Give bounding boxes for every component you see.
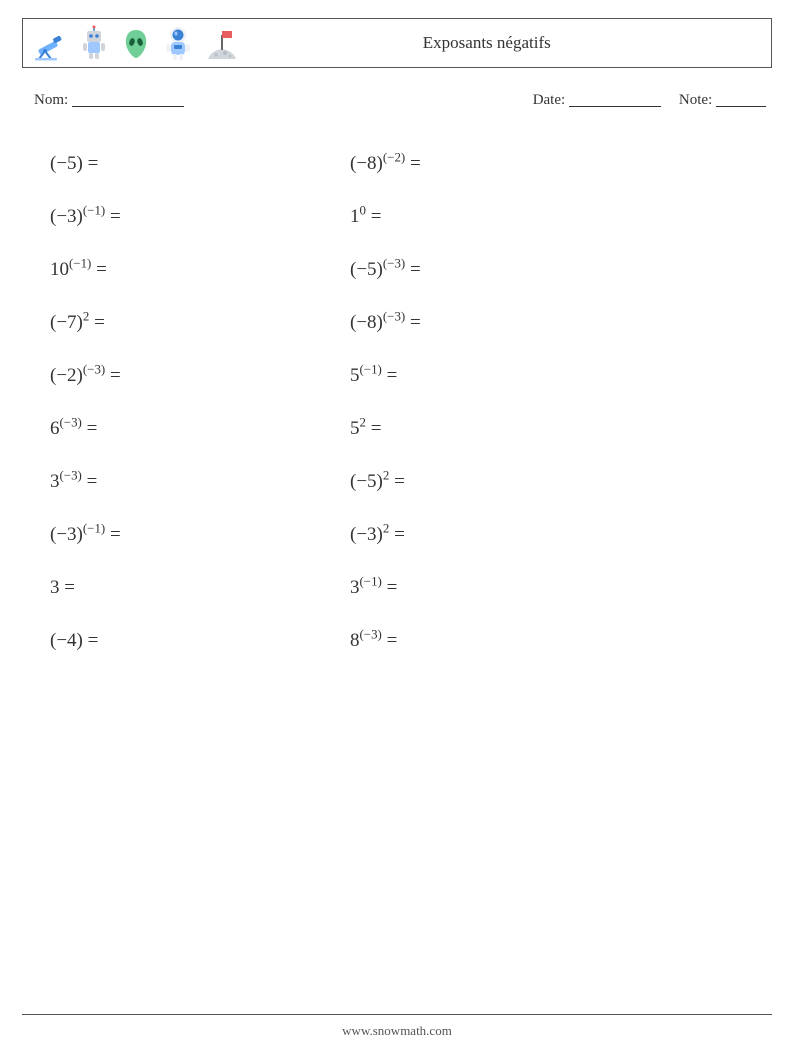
footer: www.snowmath.com — [0, 1014, 794, 1039]
date-blank[interactable] — [569, 91, 661, 107]
problem-cell: (−5) = — [50, 137, 350, 190]
problem-row: (−2)(−3) = 5(−1) = — [50, 349, 772, 402]
expression: (−2)(−3) = — [50, 365, 121, 387]
meta-row: Nom: Date: Note: — [22, 88, 772, 109]
expression: (−5)2 = — [350, 471, 405, 493]
expression: 10(−1) = — [50, 259, 107, 281]
problem-row: 10(−1) = (−5)(−3) = — [50, 243, 772, 296]
header-icons — [33, 25, 239, 61]
expression: (−5) = — [50, 153, 98, 175]
note-label: Note: — [679, 92, 712, 108]
problem-cell: (−3)(−1) = — [50, 190, 350, 243]
astronaut-icon — [163, 25, 193, 61]
problem-cell: 3 = — [50, 561, 350, 614]
expression: 52 = — [350, 418, 381, 440]
expression: (−4) = — [50, 630, 98, 652]
problem-cell: (−8)(−3) = — [350, 296, 650, 349]
problem-cell: (−3)2 = — [350, 508, 650, 561]
problem-row: 3(−3) = (−5)2 = — [50, 455, 772, 508]
problem-cell: (−8)(−2) = — [350, 137, 650, 190]
problem-row: (−7)2 = (−8)(−3) = — [50, 296, 772, 349]
problem-cell: 52 = — [350, 402, 650, 455]
problem-cell: (−2)(−3) = — [50, 349, 350, 402]
problem-row: (−4) = 8(−3) = — [50, 614, 772, 667]
problem-row: 6(−3) = 52 = — [50, 402, 772, 455]
problem-row: (−3)(−1) = 10 = — [50, 190, 772, 243]
expression: (−3)2 = — [350, 524, 405, 546]
expression: (−3)(−1) = — [50, 524, 121, 546]
expression: (−8)(−3) = — [350, 312, 421, 334]
worksheet-title: Exposants négatifs — [423, 33, 551, 53]
problem-row: 3 = 3(−1) = — [50, 561, 772, 614]
alien-icon — [121, 27, 151, 61]
expression: 10 = — [350, 206, 381, 228]
problem-cell: 10 = — [350, 190, 650, 243]
expression: (−5)(−3) = — [350, 259, 421, 281]
expression: 3(−1) = — [350, 577, 397, 599]
problem-cell: 3(−3) = — [50, 455, 350, 508]
expression: 6(−3) = — [50, 418, 97, 440]
expression: (−7)2 = — [50, 312, 105, 334]
expression: 3 = — [50, 577, 75, 599]
expression: 8(−3) = — [350, 630, 397, 652]
problem-cell: 5(−1) = — [350, 349, 650, 402]
expression: 5(−1) = — [350, 365, 397, 387]
expression: (−8)(−2) = — [350, 153, 421, 175]
robot-icon — [79, 25, 109, 61]
expression: (−3)(−1) = — [50, 206, 121, 228]
problem-row: (−5) = (−8)(−2) = — [50, 137, 772, 190]
problem-cell: 10(−1) = — [50, 243, 350, 296]
problem-cell: (−7)2 = — [50, 296, 350, 349]
problem-cell: 3(−1) = — [350, 561, 650, 614]
problem-cell: 8(−3) = — [350, 614, 650, 667]
header-box: Exposants négatifs — [22, 18, 772, 68]
problem-cell: (−3)(−1) = — [50, 508, 350, 561]
problem-cell: 6(−3) = — [50, 402, 350, 455]
problem-cell: (−4) = — [50, 614, 350, 667]
problem-cell: (−5)(−3) = — [350, 243, 650, 296]
problem-cell: (−5)2 = — [350, 455, 650, 508]
problems-grid: (−5) = (−8)(−2) = (−3)(−1) = 10 = 10(−1) = (−… — [22, 137, 772, 667]
name-label: Nom: — [34, 92, 68, 108]
footer-text: www.snowmath.com — [0, 1023, 794, 1039]
name-blank[interactable] — [72, 91, 184, 107]
problem-row: (−3)(−1) = (−3)2 = — [50, 508, 772, 561]
expression: 3(−3) = — [50, 471, 97, 493]
date-label: Date: — [533, 92, 565, 108]
moon-flag-icon — [205, 25, 239, 61]
telescope-icon — [33, 27, 67, 61]
note-blank[interactable] — [716, 91, 766, 107]
